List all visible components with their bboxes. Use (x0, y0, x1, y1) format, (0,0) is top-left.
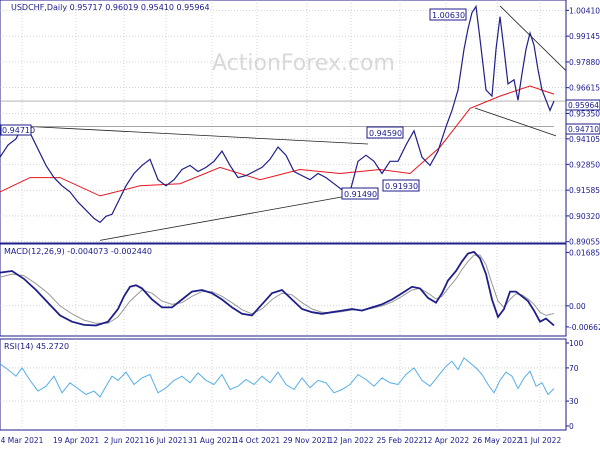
x-tick-label: 25 Feb 2022 (377, 436, 424, 445)
macd-y-ticks: 0.016855 0.00 -0.006629 (566, 248, 600, 332)
x-tick-label: 31 Aug 2021 (188, 436, 236, 445)
annotation-low-label-2: 0.91930 (382, 179, 420, 192)
rsi-y-tick-label: 30 (569, 397, 579, 406)
x-tick-label: 14 Oct 2021 (234, 436, 281, 445)
x-tick-label: 12 Apr 2022 (423, 436, 470, 445)
y-tick-label: 0.99145 (569, 32, 600, 41)
level-price-label: 0.94710 (565, 123, 600, 135)
rsi-y-tick-label: 100 (569, 339, 584, 348)
rsi-y-ticks: 100 70 30 0 (566, 339, 584, 431)
watermark: ActionForex.com (212, 51, 395, 76)
x-tick-label: 26 May 2022 (473, 436, 522, 445)
x-tick-label: 12 Jan 2022 (329, 436, 374, 445)
annotation-feb-label: 0.94590 (366, 126, 404, 139)
macd-y-tick-label: 0.00 (569, 302, 586, 311)
price-panel-frame (0, 0, 567, 244)
y-tick-label: 1.00410 (569, 6, 600, 15)
svg-text:0.94710: 0.94710 (2, 126, 35, 135)
macd-y-tick-label: 0.016855 (569, 248, 600, 257)
y-tick-label: 0.92850 (569, 160, 600, 169)
x-tick-label: 11 Jul 2022 (519, 436, 562, 445)
macd-line (0, 250, 555, 327)
svg-text:0.91490: 0.91490 (344, 190, 377, 199)
moving-average-line (0, 85, 555, 197)
trendline (99, 191, 369, 241)
y-tick-label: 0.96615 (569, 84, 600, 93)
annotation-low-label-1: 0.91490 (341, 187, 379, 200)
trendlines (0, 5, 567, 241)
macd-y-tick-label: -0.006629 (569, 323, 600, 332)
y-tick-label: 0.94105 (569, 135, 600, 144)
x-tick-label: 19 Apr 2021 (53, 436, 100, 445)
macd-grid (0, 244, 566, 336)
annotation-left-label: 0.94710 (0, 124, 35, 136)
y-tick-label: 0.89055 (569, 238, 600, 247)
x-tick-label: 4 Mar 2021 (1, 436, 44, 445)
rsi-line (0, 357, 555, 398)
y-tick-label: 0.95350 (569, 109, 600, 118)
x-axis-ticks: 4 Mar 2021 19 Apr 2021 2 Jun 2021 16 Jul 20… (1, 436, 562, 445)
rsi-grid (0, 339, 566, 430)
y-tick-label: 0.97880 (569, 58, 600, 67)
price-grid (0, 0, 566, 243)
rsi-y-tick-label: 0 (569, 422, 574, 431)
price-line (0, 4, 555, 224)
x-tick-label: 29 Nov 2021 (283, 436, 331, 445)
svg-text:0.95964: 0.95964 (568, 101, 599, 110)
chart-title: USDCHF,Daily 0.95717 0.96019 0.95410 0.9… (11, 3, 210, 12)
svg-text:1.00630: 1.00630 (432, 11, 465, 20)
trendline (29, 126, 369, 145)
rsi-y-tick-label: 70 (569, 364, 579, 373)
price-y-ticks: 1.00410 0.99145 0.97880 0.96615 0.95350 0.941… (566, 6, 600, 247)
rsi-title: RSI(14) 45.2720 (4, 342, 69, 351)
svg-text:0.94590: 0.94590 (369, 129, 402, 138)
macd-title: MACD(12,26,9) -0.004073 -0.002440 (4, 247, 152, 256)
y-tick-label: 0.90320 (569, 212, 600, 221)
annotation-high-label: 1.00630 (429, 8, 467, 21)
x-tick-label: 16 Jul 2021 (145, 436, 188, 445)
svg-text:0.91930: 0.91930 (385, 182, 418, 191)
rsi-panel-frame (0, 338, 567, 431)
svg-text:0.94710: 0.94710 (568, 125, 599, 134)
trendline (474, 107, 557, 137)
x-tick-label: 2 Jun 2021 (104, 436, 145, 445)
current-price-label: 0.95964 (565, 99, 600, 111)
trendline (499, 5, 567, 71)
y-tick-label: 0.91585 (569, 186, 600, 195)
